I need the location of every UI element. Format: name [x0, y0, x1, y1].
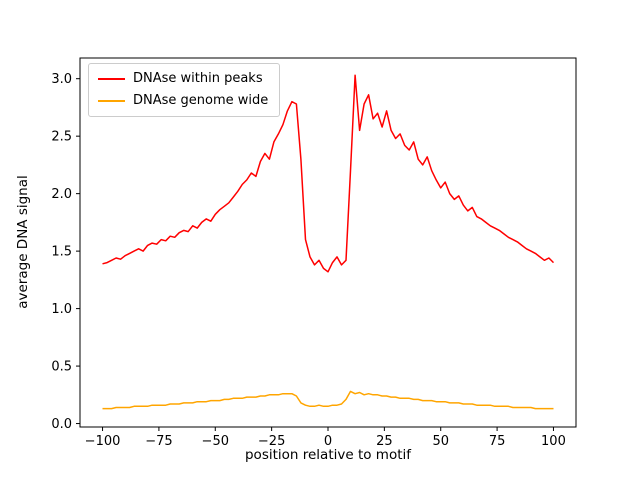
- x-tick-label: −100: [85, 434, 121, 449]
- y-tick-label: 2.0: [51, 187, 72, 202]
- legend-entry-peaks: DNAse within peaks: [98, 71, 268, 86]
- legend-swatch-1: [98, 99, 125, 102]
- x-tick-label: −25: [258, 434, 285, 449]
- series-line-1: [102, 390, 554, 410]
- x-tick-label: −75: [145, 434, 172, 449]
- legend-label-peaks: DNAse within peaks: [133, 71, 263, 86]
- x-tick-label: 100: [541, 434, 566, 449]
- y-axis-label: average DNA signal: [15, 175, 31, 309]
- x-tick-label: 0: [324, 434, 332, 449]
- y-tick-label: 0.5: [51, 360, 72, 375]
- y-tick-label: 3.0: [51, 72, 72, 87]
- x-tick-label: −50: [202, 434, 229, 449]
- y-tick-label: 1.5: [51, 245, 72, 260]
- x-tick-label: 75: [489, 434, 506, 449]
- y-tick-label: 0.0: [51, 417, 72, 432]
- x-axis-label: position relative to motif: [244, 447, 412, 463]
- legend-label-genome: DNAse genome wide: [133, 93, 269, 108]
- x-tick-label: 25: [376, 434, 393, 449]
- x-tick-label: 50: [432, 434, 449, 449]
- y-tick-label: 2.5: [51, 130, 72, 145]
- series-line-0: [102, 74, 555, 273]
- legend-entry-genome: DNAse genome wide: [98, 93, 268, 108]
- legend-swatch-0: [98, 77, 125, 80]
- y-tick-label: 1.0: [51, 302, 72, 317]
- legend: DNAse within peaks DNAse genome wide: [88, 63, 281, 117]
